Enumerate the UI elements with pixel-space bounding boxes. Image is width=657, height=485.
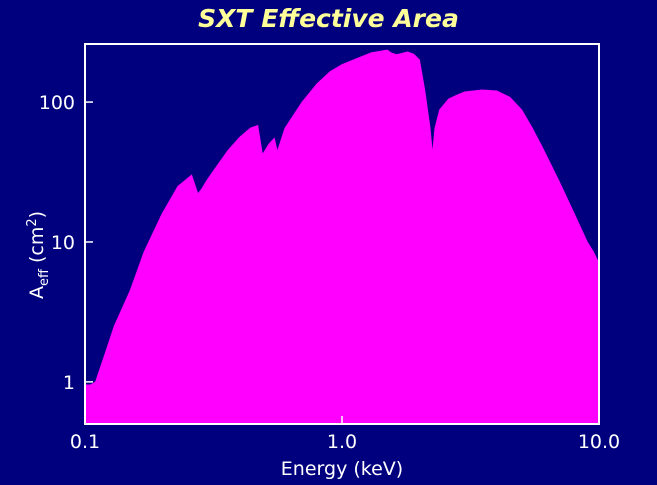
y-axis-title: Aeff (cm2) (25, 211, 52, 299)
x-tick-label: 10.0 (578, 431, 620, 453)
effective-area-fill (84, 49, 600, 425)
y-tick-label: 1 (63, 372, 75, 394)
y-tick-label: 10 (51, 232, 75, 254)
x-axis: 0.1 1.0 10.0 (70, 416, 620, 453)
y-tick-label: 100 (39, 92, 75, 114)
area-layer (84, 49, 600, 425)
y-axis: 1 10 100 (39, 92, 93, 394)
x-tick-label: 0.1 (70, 431, 100, 453)
y-axis-title-unit-open: (cm (26, 227, 48, 269)
y-axis-title-sub: eff (37, 268, 52, 286)
y-axis-title-unit-close: ) (26, 211, 48, 218)
chart-title: SXT Effective Area (198, 4, 459, 33)
y-axis-title-base: A (26, 286, 48, 299)
x-axis-title: Energy (keV) (281, 458, 403, 480)
x-tick-label: 1.0 (327, 431, 357, 453)
y-axis-title-sup: 2 (25, 218, 40, 226)
